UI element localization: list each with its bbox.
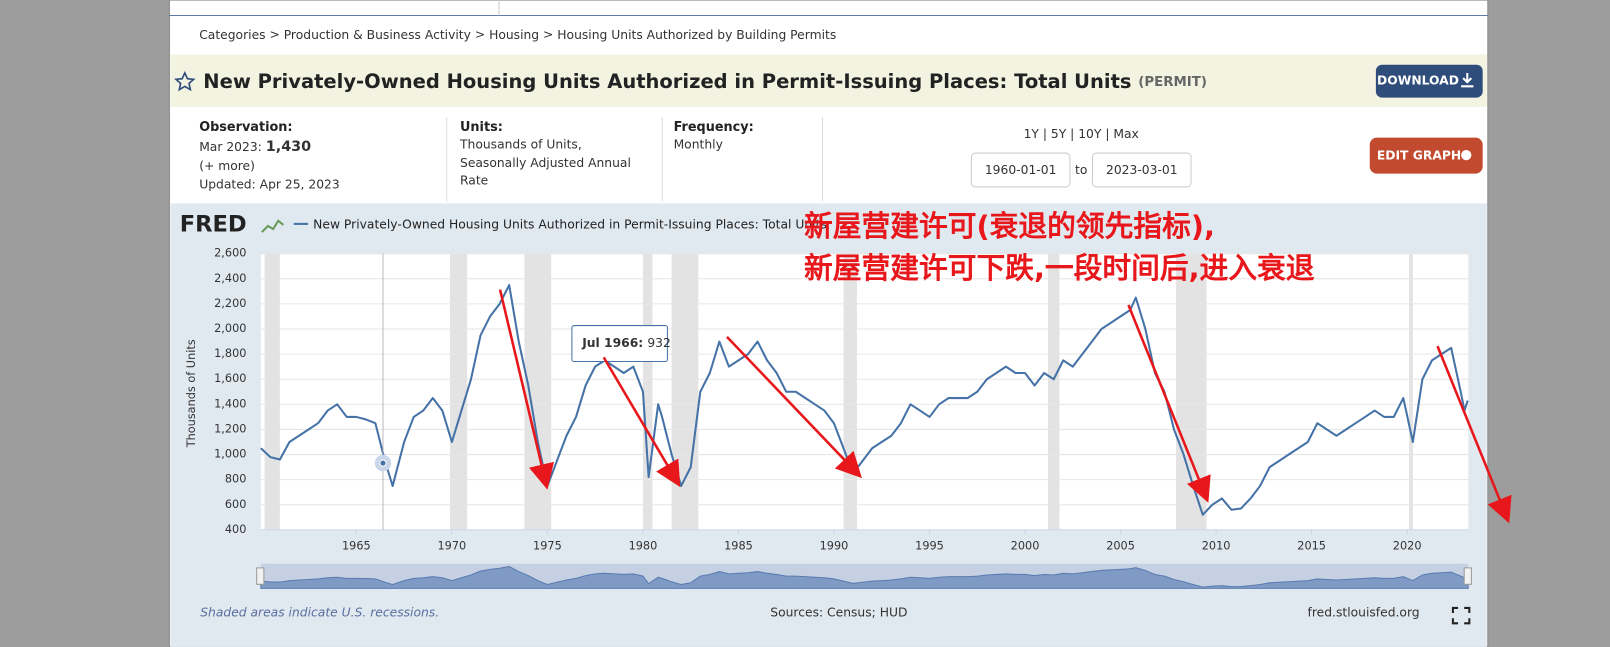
logo-icon xyxy=(261,219,285,233)
y-tick-label: 600 xyxy=(225,498,247,511)
y-axis-title: Thousands of Units xyxy=(185,339,198,448)
recession-band xyxy=(449,253,468,530)
footer-note: Shaded areas indicate U.S. recessions. xyxy=(200,606,439,620)
y-tick-label: 1,600 xyxy=(214,372,246,385)
navigator-handle xyxy=(256,567,265,585)
legend-label: New Privately-Owned Housing Units Author… xyxy=(313,217,827,231)
title-text: New Privately-Owned Housing Units Author… xyxy=(203,70,1131,93)
observation-label: Observation: xyxy=(199,120,292,135)
gear-icon xyxy=(1461,149,1472,161)
recession-band xyxy=(671,253,699,530)
download-icon xyxy=(1461,72,1474,88)
x-tick-label: 1970 xyxy=(438,539,467,552)
tooltip xyxy=(571,325,668,363)
to-label: to xyxy=(1075,163,1087,177)
crumb[interactable]: Housing Units Authorized by Building Per… xyxy=(557,27,836,41)
fullscreen-icon[interactable] xyxy=(1451,606,1471,625)
site-link[interactable]: fred.stlouisfed.org xyxy=(1308,606,1420,620)
y-tick-label: 1,800 xyxy=(214,347,246,360)
tooltip-date: Jul 1966: xyxy=(581,336,643,350)
y-tick-label: 2,400 xyxy=(214,272,246,285)
recession-band xyxy=(1409,253,1413,530)
x-tick-label: 2000 xyxy=(1011,539,1040,552)
observation: Mar 2023: 1,430 xyxy=(199,139,311,155)
x-tick-label: 2005 xyxy=(1106,539,1135,552)
y-tick-label: 800 xyxy=(225,473,247,486)
crumb[interactable]: Categories xyxy=(199,27,265,41)
end-input[interactable] xyxy=(1091,152,1192,188)
end-date: 2023-03-01 xyxy=(1106,163,1178,177)
x-tick-label: 1985 xyxy=(724,539,753,552)
units-text: Rate xyxy=(460,173,488,187)
units-label: Units: xyxy=(460,120,503,135)
arrow xyxy=(1436,345,1512,524)
observation-value: 1,430 xyxy=(266,139,311,155)
title-band xyxy=(170,54,1487,107)
start-date: 1960-01-01 xyxy=(985,163,1057,177)
sources: Sources: Census; HUD xyxy=(770,606,907,620)
x-tick-label: 1990 xyxy=(820,539,849,552)
start-input[interactable] xyxy=(970,152,1071,188)
x-tick-label: 2015 xyxy=(1297,539,1326,552)
y-tick-label: 2,000 xyxy=(214,322,246,335)
more-link[interactable]: (+ more) xyxy=(199,159,255,173)
arrow xyxy=(1127,304,1211,503)
tooltip-text: Jul 1966: 932 xyxy=(581,336,671,350)
x-tick-label: 2020 xyxy=(1393,539,1422,552)
crumb[interactable]: Production & Business Activity xyxy=(284,27,471,41)
units-text: Seasonally Adjusted Annual xyxy=(460,156,631,170)
range-links[interactable]: 1Y | 5Y | 10Y | Max xyxy=(1024,127,1139,141)
x-tick-label: 2010 xyxy=(1202,539,1231,552)
updated: Updated: Apr 25, 2023 xyxy=(199,177,340,191)
navigator-handle xyxy=(1463,567,1472,585)
series-title: New Privately-Owned Housing Units Author… xyxy=(203,70,1207,93)
y-tick-label: 2,200 xyxy=(214,297,246,310)
x-tick-label: 1965 xyxy=(342,539,371,552)
edit-graph-button[interactable] xyxy=(1369,137,1483,174)
download-button[interactable] xyxy=(1375,64,1483,98)
x-tick-label: 1980 xyxy=(629,539,658,552)
x-tick-label: 1995 xyxy=(915,539,944,552)
y-tick-label: 1,400 xyxy=(214,397,246,410)
breadcrumb: Categories > Production & Business Activ… xyxy=(199,27,836,41)
favorite-star[interactable] xyxy=(174,71,196,92)
frequency: Monthly xyxy=(674,137,723,151)
recession-band xyxy=(843,253,857,530)
y-tick-label: 2,600 xyxy=(214,247,246,260)
series-id: (PERMIT) xyxy=(1138,75,1207,90)
series-line xyxy=(260,284,1469,516)
y-tick-label: 1,000 xyxy=(214,448,246,461)
plot-area xyxy=(260,253,1469,530)
arrow xyxy=(602,356,681,488)
arrow xyxy=(726,335,862,479)
arrow xyxy=(498,289,555,490)
y-tick-label: 400 xyxy=(225,523,247,536)
recession-band xyxy=(1047,253,1060,530)
annotation-arrows xyxy=(498,289,1512,524)
recession-band xyxy=(642,253,653,530)
y-tick-label: 1,200 xyxy=(214,422,246,435)
annotation: 新屋营建许可下跌,一段时间后,进入衰退 xyxy=(804,251,1315,285)
hover-point xyxy=(379,459,387,467)
frequency-label: Frequency: xyxy=(674,120,754,135)
edit-graph-label[interactable]: EDIT GRAPH xyxy=(1377,149,1461,163)
recession-band xyxy=(264,253,280,530)
navigator-line xyxy=(260,566,1469,589)
tooltip-value: 932 xyxy=(647,336,671,350)
observation-date: Mar 2023: xyxy=(199,139,262,153)
annotation: 新屋营建许可(衰退的领先指标), xyxy=(804,209,1215,243)
crumb[interactable]: Housing xyxy=(489,27,539,41)
units-text: Thousands of Units, xyxy=(459,137,582,151)
x-tick-label: 1975 xyxy=(533,539,562,552)
fred-logo: FRED xyxy=(180,211,247,237)
download-label[interactable]: DOWNLOAD xyxy=(1377,74,1459,88)
